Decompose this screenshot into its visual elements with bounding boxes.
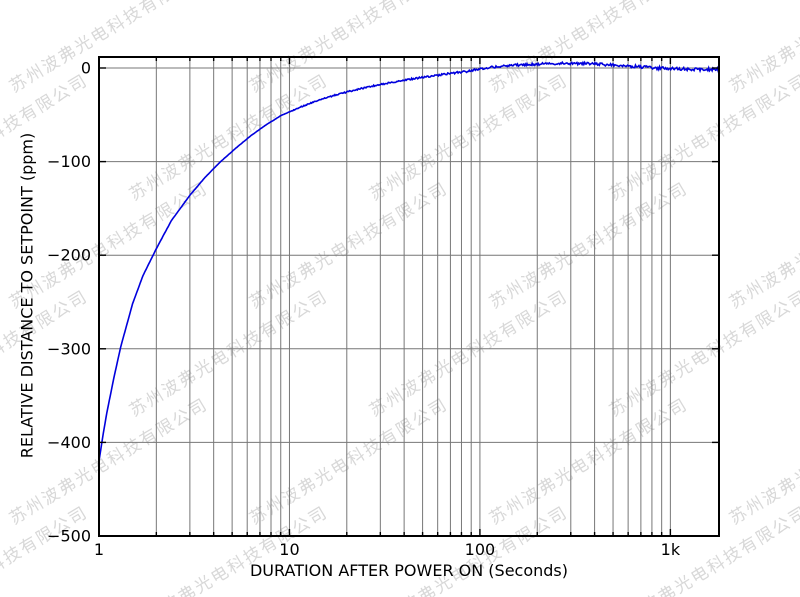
x-tick-label: 1k — [661, 540, 681, 559]
y-tick-label: −100 — [47, 152, 91, 171]
y-axis-label: RELATIVE DISTANCE TO SETPOINT (ppm) — [17, 132, 37, 459]
y-tick-label: −500 — [47, 527, 91, 546]
y-tick-label: −300 — [47, 339, 91, 358]
data-curve — [98, 60, 720, 462]
y-tick-label: 0 — [81, 58, 91, 77]
x-tick-label: 100 — [465, 540, 496, 559]
x-tick-label: 10 — [279, 540, 299, 559]
x-axis-label: DURATION AFTER POWER ON (Seconds) — [249, 561, 569, 580]
y-tick-label: −200 — [47, 246, 91, 265]
plot-border — [98, 56, 720, 537]
x-tick-label: 1 — [94, 540, 104, 559]
y-tick-label: −400 — [47, 433, 91, 452]
